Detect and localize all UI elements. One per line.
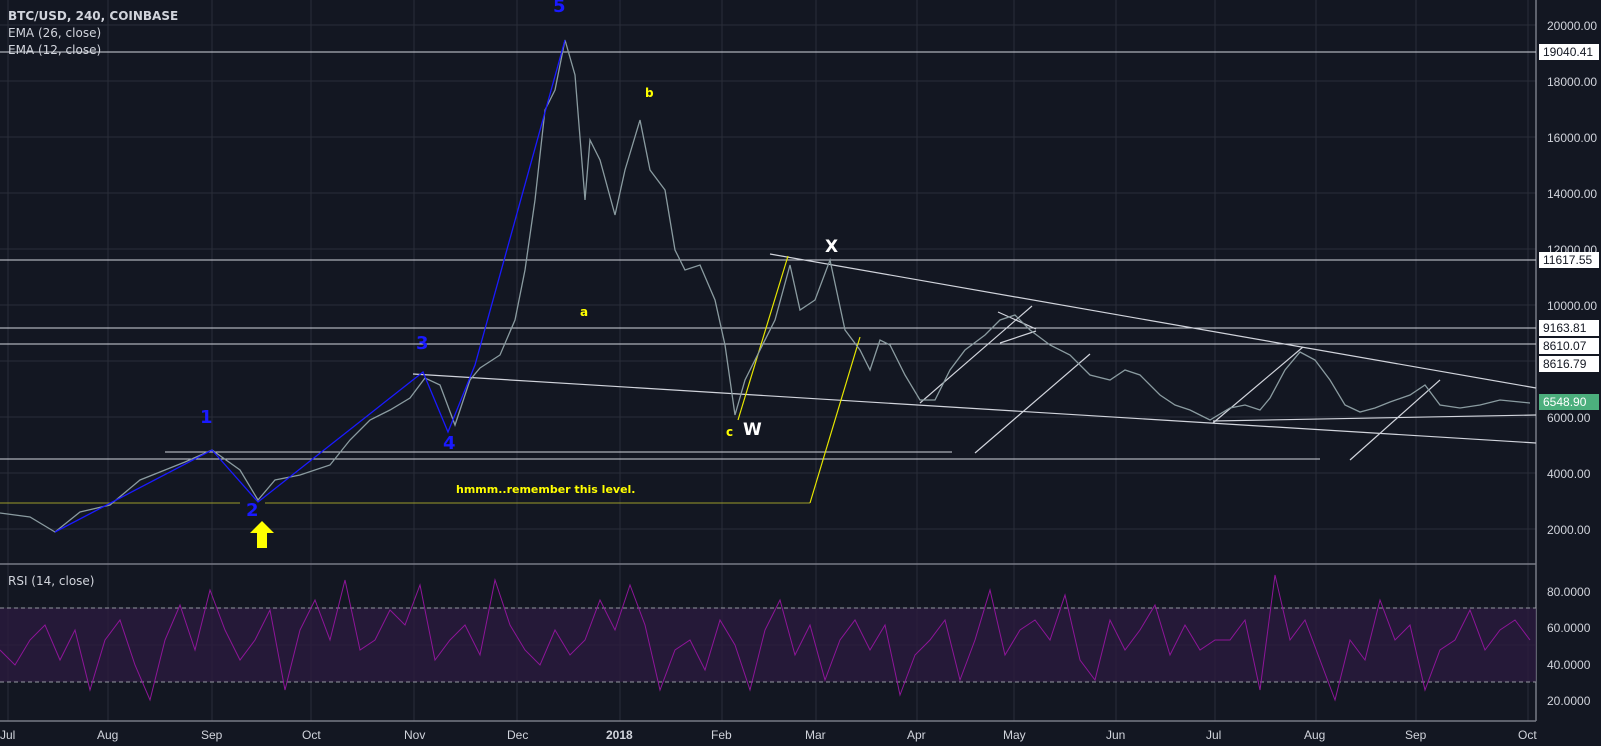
price-label: 6000.00 bbox=[1547, 411, 1591, 425]
wave-label-c[interactable]: c bbox=[726, 425, 734, 439]
time-label: Feb bbox=[711, 728, 732, 742]
rsi-label: 60.0000 bbox=[1547, 621, 1591, 635]
price-label: 18000.00 bbox=[1547, 75, 1598, 89]
indicator-ema12[interactable]: EMA (12, close) bbox=[8, 43, 102, 57]
price-tag-level: 11617.55 bbox=[1539, 252, 1599, 268]
price-label: 20000.00 bbox=[1547, 19, 1598, 33]
price-label: 4000.00 bbox=[1547, 467, 1591, 481]
price-tag-level: 8616.79 bbox=[1539, 356, 1599, 372]
grid-horizontal bbox=[0, 24, 1536, 682]
wave-label-a[interactable]: a bbox=[580, 305, 589, 319]
indicator-ema26[interactable]: EMA (26, close) bbox=[8, 26, 102, 40]
wave-label-x[interactable]: X bbox=[825, 237, 839, 257]
price-label: 10000.00 bbox=[1547, 299, 1598, 313]
wave-label-w[interactable]: W bbox=[743, 420, 762, 440]
chart-legend: BTC/USD, 240, COINBASE EMA (26, close) E… bbox=[8, 8, 178, 59]
rsi-line bbox=[0, 574, 1531, 702]
wave-label-5[interactable]: 5 bbox=[553, 0, 566, 17]
rsi-label: 20.0000 bbox=[1547, 694, 1591, 708]
price-tag-level: 19040.41 bbox=[1539, 44, 1599, 60]
price-tag-level: 9163.81 bbox=[1539, 320, 1599, 336]
time-label: Jul bbox=[1206, 728, 1222, 742]
time-label: Jul bbox=[0, 728, 16, 742]
time-label: Nov bbox=[404, 728, 426, 742]
wave-label-2[interactable]: 2 bbox=[246, 500, 259, 521]
rsi-title: RSI (14, close) bbox=[8, 574, 95, 588]
wave-label-1[interactable]: 1 bbox=[200, 407, 213, 428]
time-label: Sep bbox=[201, 728, 223, 742]
time-label: Mar bbox=[805, 728, 826, 742]
time-label: Dec bbox=[507, 728, 529, 742]
time-label: 2018 bbox=[606, 728, 633, 742]
rsi-legend[interactable]: RSI (14, close) bbox=[8, 573, 94, 590]
price-label: 14000.00 bbox=[1547, 187, 1598, 201]
time-label: Aug bbox=[97, 728, 119, 742]
time-label: May bbox=[1003, 728, 1026, 742]
symbol-title[interactable]: BTC/USD, 240, COINBASE bbox=[8, 9, 179, 23]
time-label: Jun bbox=[1106, 728, 1126, 742]
arrow-up-icon bbox=[250, 521, 274, 548]
time-label: Aug bbox=[1304, 728, 1326, 742]
rsi-label: 40.0000 bbox=[1547, 658, 1591, 672]
time-label: Oct bbox=[1518, 728, 1537, 742]
time-label: Sep bbox=[1405, 728, 1427, 742]
price-tag-last: 6548.90 bbox=[1539, 394, 1599, 410]
price-tag-level: 8610.07 bbox=[1539, 338, 1599, 354]
time-label: Oct bbox=[302, 728, 321, 742]
price-label: 16000.00 bbox=[1547, 131, 1598, 145]
wave-label-4[interactable]: 4 bbox=[443, 433, 456, 454]
price-series bbox=[0, 39, 1531, 533]
wave-label-b[interactable]: b bbox=[645, 86, 654, 100]
note-remember-level[interactable]: hmmm..remember this level. bbox=[456, 483, 636, 496]
rsi-label: 80.0000 bbox=[1547, 585, 1591, 599]
time-label: Apr bbox=[907, 728, 926, 742]
price-label: 2000.00 bbox=[1547, 523, 1591, 537]
wave-lines bbox=[54, 39, 566, 533]
wave-label-3[interactable]: 3 bbox=[416, 333, 429, 354]
